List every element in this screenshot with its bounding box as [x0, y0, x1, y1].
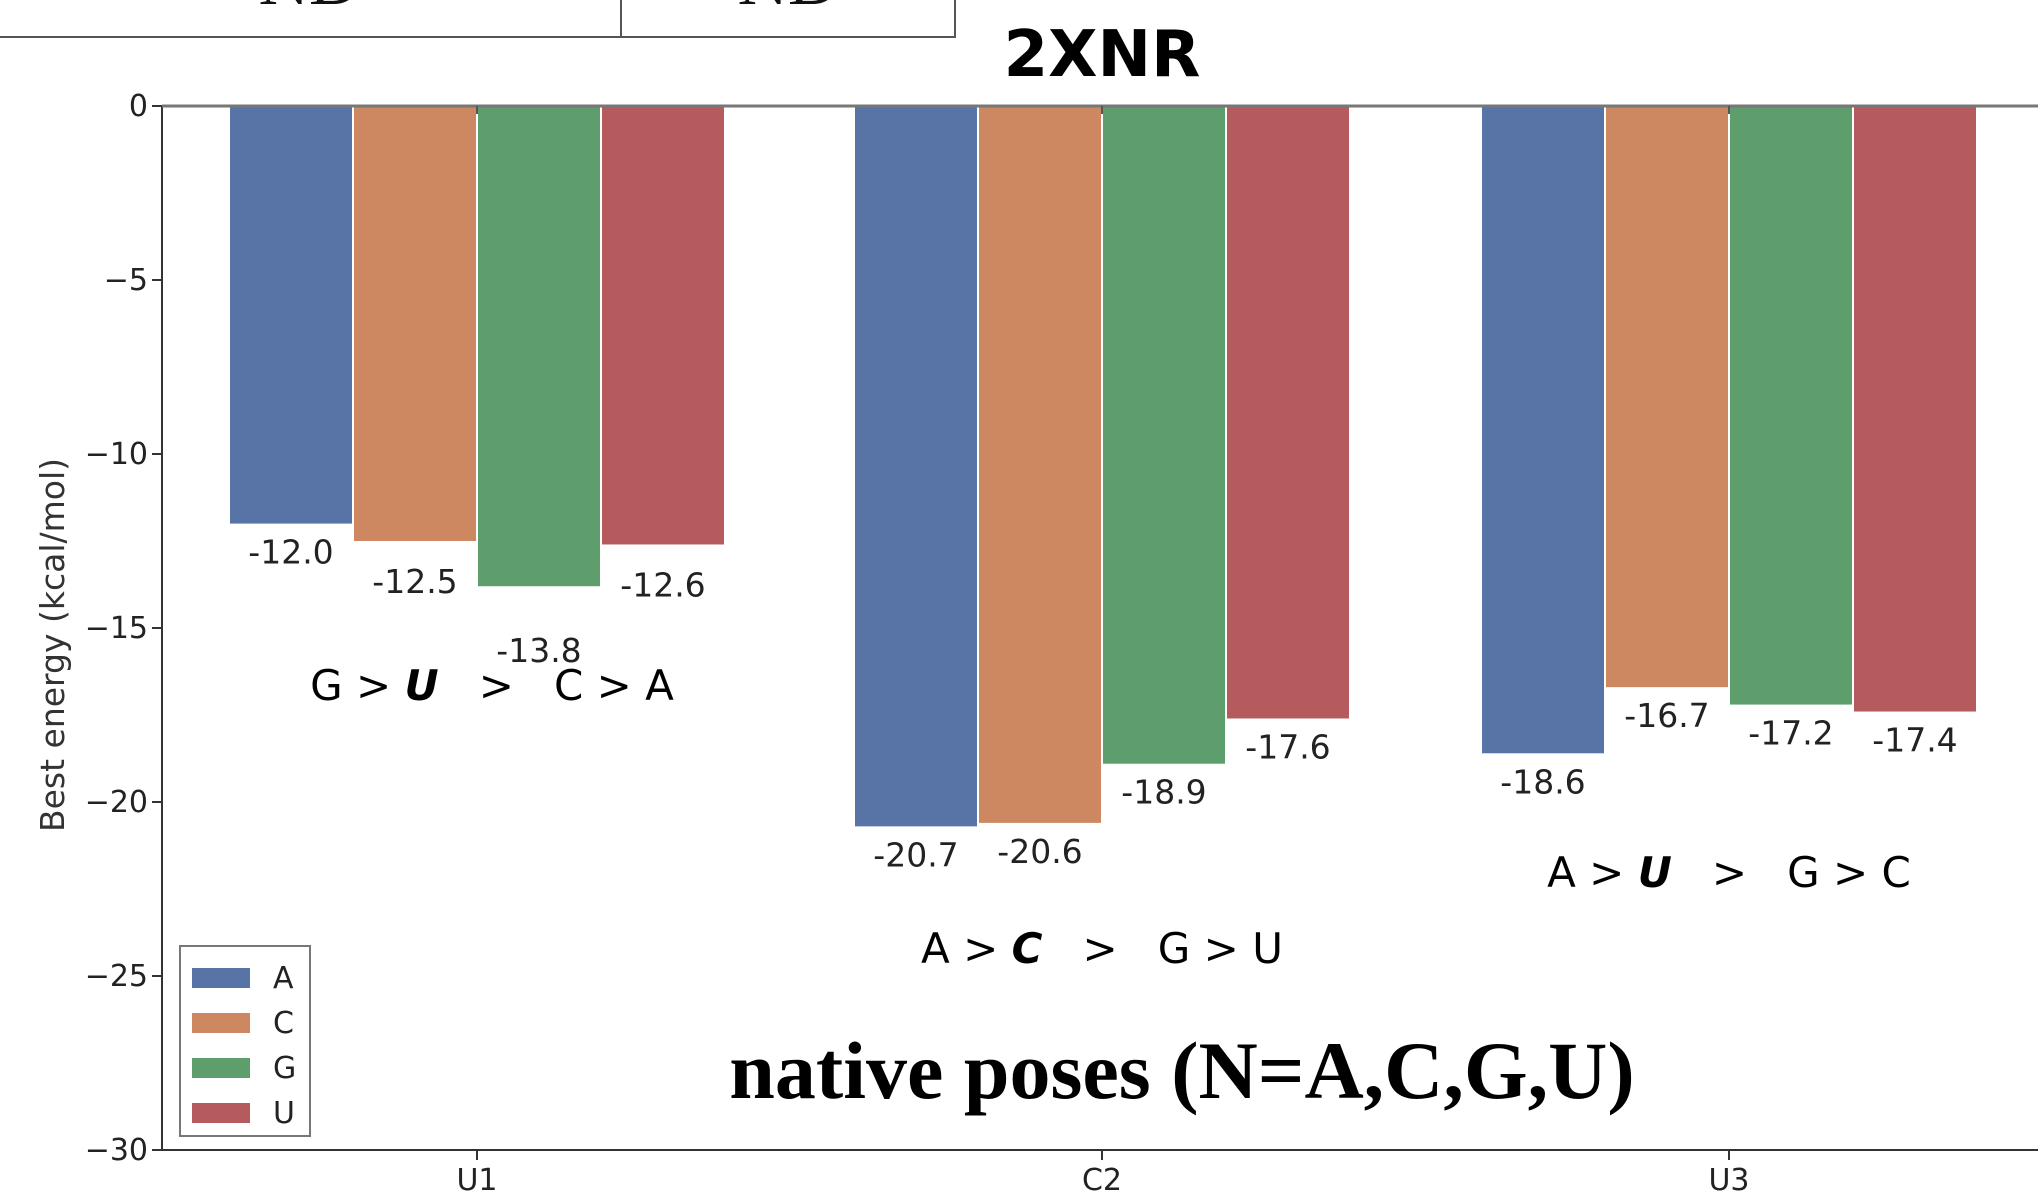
x-tick-label-u1: U1	[456, 1163, 497, 1197]
ranking-annotation-part: A >	[1547, 848, 1638, 897]
bar-c2-g	[1103, 106, 1225, 764]
ranking-annotation-part: U	[405, 661, 439, 710]
data-label-u3-u: -17.4	[1872, 721, 1957, 760]
overlay-caption: native poses (N=A,C,G,U)	[729, 1025, 1634, 1116]
y-tick-label: 0	[129, 89, 148, 124]
y-tick-label: −10	[85, 437, 148, 472]
bar-u3-a	[1482, 106, 1604, 754]
bar-u1-a	[230, 106, 352, 524]
table-cell-text: ND	[737, 0, 838, 20]
ranking-annotation-part: C	[1012, 924, 1043, 973]
y-tick-label: −5	[104, 263, 148, 298]
ranking-annotation-part: > G > U	[1042, 924, 1282, 973]
x-tick-label-c2: C2	[1082, 1163, 1122, 1197]
bar-u3-u	[1854, 106, 1976, 712]
data-label-c2-c: -20.6	[997, 832, 1082, 871]
data-label-u1-u: -12.6	[620, 565, 705, 604]
ranking-annotation-part: > G > C	[1672, 848, 1911, 897]
bar-u3-g	[1730, 106, 1852, 705]
data-label-c2-u: -17.6	[1245, 727, 1330, 766]
data-label-u3-a: -18.6	[1500, 762, 1585, 801]
legend-label-g: G	[273, 1051, 296, 1086]
y-tick-label: −20	[85, 785, 148, 820]
chart-title: 2XNR	[1004, 18, 1201, 92]
y-axis-label: Best energy (kcal/mol)	[33, 458, 72, 832]
legend-swatch-c	[192, 1013, 250, 1033]
bar-u1-g	[478, 106, 600, 587]
data-label-u1-a: -12.0	[248, 533, 333, 572]
bar-c2-c	[979, 106, 1101, 823]
ranking-annotation-u3: A > U > G > C	[1547, 848, 1911, 897]
y-tick-label: −30	[85, 1133, 148, 1168]
axes-layer: 0 −5 −10 −15 −20 −25 −30 U1 C2 U3	[85, 89, 2038, 1197]
ranking-annotation-c2: A > C > G > U	[921, 924, 1283, 973]
legend-swatch-u	[192, 1103, 250, 1123]
annotations-layer: G > U > C > AA > C > G > UA > U > G > C	[310, 661, 1911, 973]
ranking-annotation-u1: G > U > C > A	[310, 661, 674, 710]
legend-swatch-a	[192, 968, 250, 988]
legend-swatch-g	[192, 1058, 250, 1078]
y-tick-label: −25	[85, 959, 148, 994]
y-tick-label: −15	[85, 611, 148, 646]
table-cell-nd-right: ND	[620, 0, 956, 38]
data-labels-layer: -12.0 -12.5 -13.8 -12.6 -20.7 -20.6 -18.9 -17.6…	[248, 533, 1957, 875]
data-label-c2-a: -20.7	[873, 835, 958, 874]
ranking-annotation-part: A >	[921, 924, 1012, 973]
x-tick-label-u3: U3	[1708, 1163, 1749, 1197]
legend-label-c: C	[273, 1006, 294, 1041]
legend-label-u: U	[273, 1096, 295, 1131]
data-label-u3-c: -16.7	[1624, 696, 1709, 735]
ranking-annotation-part: G >	[310, 661, 404, 710]
table-cell-text: ND	[258, 0, 359, 20]
ranking-annotation-part: U	[1638, 848, 1672, 897]
bar-c2-u	[1227, 106, 1349, 719]
bar-u1-c	[354, 106, 476, 541]
bar-u1-u	[602, 106, 724, 545]
data-label-u1-c: -12.5	[372, 562, 457, 601]
bar-u3-c	[1606, 106, 1728, 688]
bars-layer	[230, 106, 1976, 827]
data-label-u1-g: -13.8	[496, 631, 581, 670]
legend-label-a: A	[273, 961, 294, 996]
bar-c2-a	[855, 106, 977, 827]
data-label-u3-g: -17.2	[1748, 714, 1833, 753]
data-label-c2-g: -18.9	[1121, 773, 1206, 812]
ranking-annotation-part: > C > A	[439, 661, 675, 710]
